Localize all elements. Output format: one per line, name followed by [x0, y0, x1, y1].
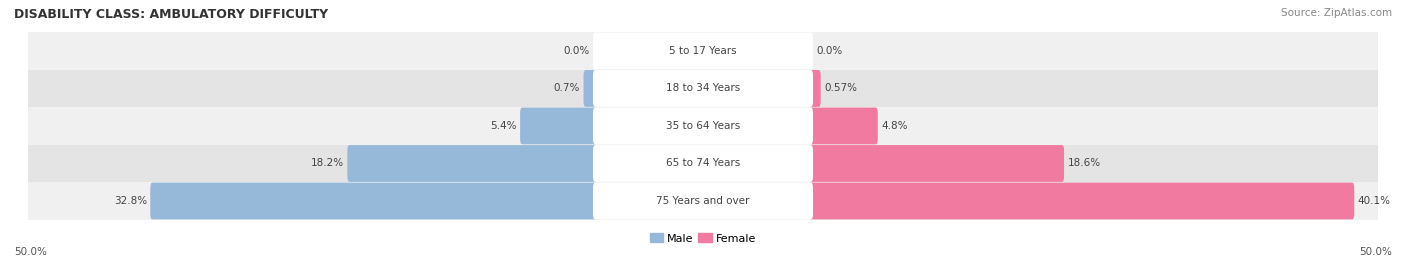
FancyBboxPatch shape [808, 145, 1064, 182]
Text: 5.4%: 5.4% [491, 121, 517, 131]
Bar [28, 70, 1378, 107]
FancyBboxPatch shape [593, 183, 813, 219]
FancyBboxPatch shape [593, 70, 813, 107]
Text: 4.8%: 4.8% [882, 121, 908, 131]
Text: 0.7%: 0.7% [554, 83, 581, 94]
Bar [28, 182, 1378, 220]
Bar [28, 32, 1378, 70]
Text: 0.0%: 0.0% [564, 46, 589, 56]
Text: 35 to 64 Years: 35 to 64 Years [666, 121, 740, 131]
Text: 18 to 34 Years: 18 to 34 Years [666, 83, 740, 94]
Text: 40.1%: 40.1% [1358, 196, 1391, 206]
Text: 75 Years and over: 75 Years and over [657, 196, 749, 206]
Text: Source: ZipAtlas.com: Source: ZipAtlas.com [1281, 8, 1392, 18]
Legend: Male, Female: Male, Female [645, 229, 761, 248]
FancyBboxPatch shape [808, 107, 877, 144]
Text: DISABILITY CLASS: AMBULATORY DIFFICULTY: DISABILITY CLASS: AMBULATORY DIFFICULTY [14, 8, 328, 21]
Text: 32.8%: 32.8% [114, 196, 146, 206]
Text: 0.0%: 0.0% [817, 46, 842, 56]
Text: 50.0%: 50.0% [14, 247, 46, 257]
FancyBboxPatch shape [593, 32, 813, 69]
FancyBboxPatch shape [808, 183, 1354, 219]
Bar [28, 145, 1378, 182]
FancyBboxPatch shape [520, 107, 598, 144]
Text: 18.2%: 18.2% [311, 158, 344, 169]
Text: 65 to 74 Years: 65 to 74 Years [666, 158, 740, 169]
FancyBboxPatch shape [150, 183, 598, 219]
Text: 18.6%: 18.6% [1067, 158, 1101, 169]
Text: 50.0%: 50.0% [1360, 247, 1392, 257]
FancyBboxPatch shape [808, 70, 821, 107]
Text: 5 to 17 Years: 5 to 17 Years [669, 46, 737, 56]
FancyBboxPatch shape [593, 145, 813, 182]
FancyBboxPatch shape [593, 107, 813, 144]
FancyBboxPatch shape [347, 145, 598, 182]
Text: 0.57%: 0.57% [824, 83, 858, 94]
Bar [28, 107, 1378, 145]
FancyBboxPatch shape [583, 70, 598, 107]
